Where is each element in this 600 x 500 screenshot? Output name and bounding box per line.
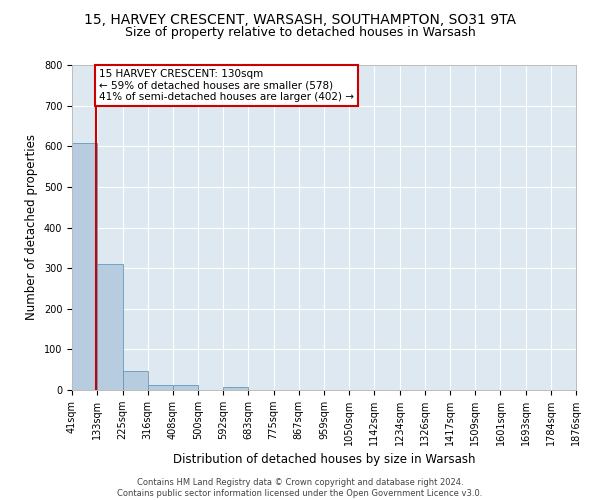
Bar [173,384,198,390]
Bar [148,385,173,390]
Text: Contains HM Land Registry data © Crown copyright and database right 2024.
Contai: Contains HM Land Registry data © Crown c… [118,478,482,498]
Bar [97,264,122,390]
Bar [122,370,148,390]
Text: Size of property relative to detached houses in Warsash: Size of property relative to detached ho… [125,26,475,39]
Text: 15 HARVEY CRESCENT: 130sqm
← 59% of detached houses are smaller (578)
41% of sem: 15 HARVEY CRESCENT: 130sqm ← 59% of deta… [99,69,354,102]
Text: 15, HARVEY CRESCENT, WARSASH, SOUTHAMPTON, SO31 9TA: 15, HARVEY CRESCENT, WARSASH, SOUTHAMPTO… [84,12,516,26]
Bar [223,387,248,390]
X-axis label: Distribution of detached houses by size in Warsash: Distribution of detached houses by size … [173,454,475,466]
Y-axis label: Number of detached properties: Number of detached properties [25,134,38,320]
Bar [72,143,97,390]
